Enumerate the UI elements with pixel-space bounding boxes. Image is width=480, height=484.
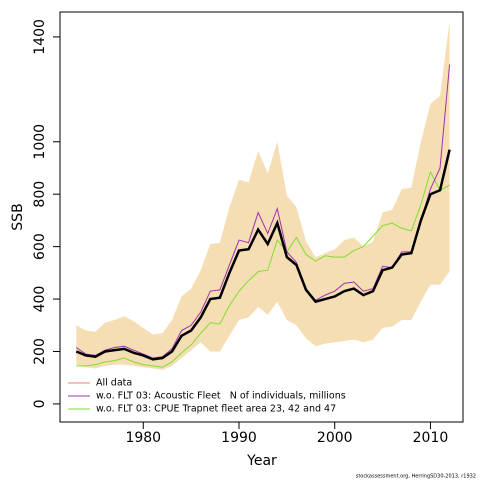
y-tick-label: 1400	[32, 19, 48, 55]
legend-label: w.o. FLT 03: Acoustic Fleet N of individ…	[96, 391, 346, 402]
x-axis-label: Year	[246, 453, 277, 469]
y-axis-label: SSB	[10, 203, 26, 230]
y-tick-label: 400	[32, 286, 48, 313]
x-tick-label: 1980	[125, 430, 161, 446]
series-line	[75, 64, 451, 359]
legend-label: w.o. FLT 03: CPUE Trapnet fleet area 23,…	[96, 404, 336, 415]
series-line	[75, 149, 451, 361]
series-line	[76, 170, 450, 368]
y-tick-label: 600	[32, 233, 48, 260]
x-tick-label: 1990	[221, 430, 257, 446]
x-tick-label: 2010	[413, 430, 449, 446]
y-tick-label: 200	[32, 338, 48, 365]
y-tick-label: 800	[32, 181, 48, 208]
y-tick-label: 1000	[32, 124, 48, 160]
y-tick-label: 0	[32, 399, 48, 408]
x-tick-label: 2000	[317, 430, 353, 446]
footnote: stockassessment.org, HerringSD30-2013, r…	[356, 474, 476, 480]
plot-frame	[59, 11, 464, 423]
legend-label: All data	[96, 378, 132, 389]
confidence-band	[76, 21, 450, 370]
